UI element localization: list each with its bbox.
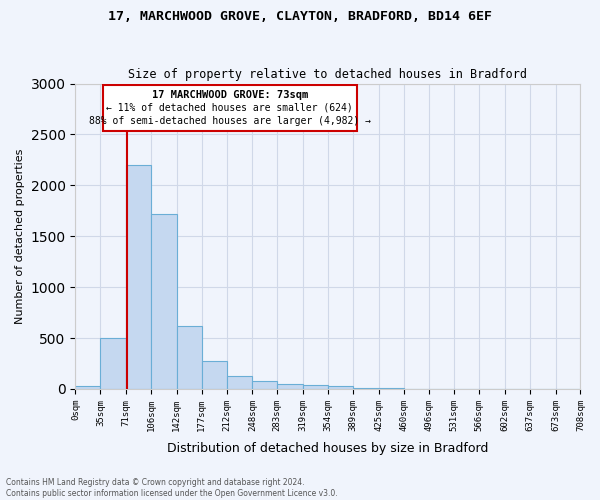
- X-axis label: Distribution of detached houses by size in Bradford: Distribution of detached houses by size …: [167, 442, 488, 455]
- Bar: [227, 376, 253, 389]
- Text: 88% of semi-detached houses are larger (4,982) →: 88% of semi-detached houses are larger (…: [89, 116, 371, 126]
- Bar: [151, 214, 177, 389]
- Bar: [328, 386, 353, 389]
- Bar: [379, 388, 404, 389]
- Y-axis label: Number of detached properties: Number of detached properties: [15, 148, 25, 324]
- Bar: [100, 338, 126, 389]
- Bar: [177, 326, 202, 389]
- Bar: [202, 362, 227, 389]
- Bar: [277, 384, 303, 389]
- Text: 17 MARCHWOOD GROVE: 73sqm: 17 MARCHWOOD GROVE: 73sqm: [152, 90, 308, 100]
- FancyBboxPatch shape: [103, 84, 357, 132]
- Text: Contains HM Land Registry data © Crown copyright and database right 2024.
Contai: Contains HM Land Registry data © Crown c…: [6, 478, 338, 498]
- Text: ← 11% of detached houses are smaller (624): ← 11% of detached houses are smaller (62…: [106, 103, 353, 113]
- Title: Size of property relative to detached houses in Bradford: Size of property relative to detached ho…: [128, 68, 527, 81]
- Bar: [353, 388, 379, 389]
- Bar: [253, 382, 277, 389]
- Text: 17, MARCHWOOD GROVE, CLAYTON, BRADFORD, BD14 6EF: 17, MARCHWOOD GROVE, CLAYTON, BRADFORD, …: [108, 10, 492, 23]
- Bar: [76, 386, 100, 389]
- Bar: [126, 165, 151, 389]
- Bar: [303, 385, 328, 389]
